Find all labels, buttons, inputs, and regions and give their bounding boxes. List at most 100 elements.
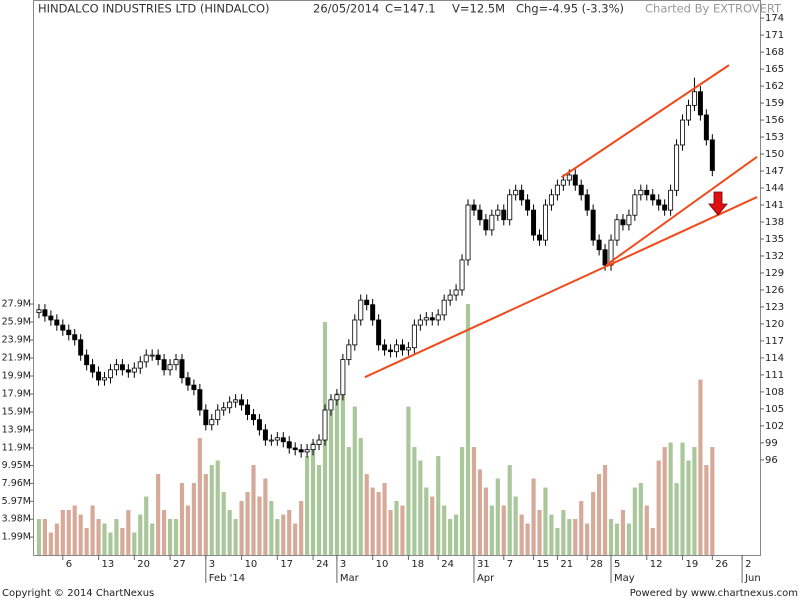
candle-body: [66, 329, 72, 336]
candle-body: [316, 439, 322, 445]
candle-body: [537, 234, 543, 241]
volume-bar: [263, 478, 268, 555]
candle-body: [686, 104, 691, 121]
volume-bar: [448, 519, 453, 555]
volume-bar: [257, 496, 262, 555]
candle-body: [96, 371, 102, 381]
candle-body: [215, 409, 221, 421]
volume-bar: [114, 519, 119, 555]
volume-bar: [585, 523, 590, 555]
candle-body: [411, 324, 417, 349]
y-tick-label: 135: [765, 234, 784, 245]
candle-body: [388, 349, 394, 353]
volume-bar: [710, 447, 715, 555]
volume-bar: [156, 474, 161, 555]
y-tick-label: 108: [765, 387, 784, 398]
volume-bar: [620, 510, 626, 555]
candle-body: [489, 214, 495, 231]
candle-body: [227, 401, 233, 409]
candle-body: [691, 91, 697, 106]
y-tick-label: 111: [765, 370, 784, 381]
candle-body: [262, 429, 268, 441]
month-label: Apr: [477, 573, 495, 584]
candle-body: [113, 364, 119, 371]
y-tick-label: 126: [765, 285, 784, 296]
volume-bar: [60, 510, 65, 555]
month-label: Mar: [340, 573, 360, 584]
candle-body: [209, 419, 215, 426]
volume-tick-label: 3.98M: [2, 514, 31, 525]
chart-title: HINDALCO INDUSTRIES LTD (HINDALCO): [38, 2, 269, 16]
volume-bar: [370, 487, 375, 555]
candle-body: [304, 449, 310, 453]
candle-body: [131, 367, 137, 373]
volume-bar: [388, 510, 393, 555]
candle-body: [560, 179, 566, 186]
volume-bar: [299, 501, 304, 555]
y-tick-label: 147: [765, 166, 784, 177]
volume-bar: [102, 523, 107, 555]
volume-bar: [352, 406, 357, 555]
y-tick-label: 168: [765, 47, 784, 58]
candle-body: [292, 447, 298, 451]
volume-bar: [179, 483, 185, 555]
x-tick-label: 24: [316, 559, 329, 570]
candle-body: [233, 399, 239, 403]
volume-bar: [573, 519, 578, 555]
x-tick-label: 6: [66, 559, 72, 570]
y-tick-label: 141: [765, 200, 784, 211]
volume-bar: [477, 469, 483, 555]
y-tick-label: 96: [765, 455, 778, 466]
volume-tick-label: 7.96M: [2, 478, 31, 489]
volume-bar: [96, 519, 101, 555]
volume-bar: [626, 523, 631, 555]
candle-body: [78, 339, 84, 356]
candle-body: [417, 319, 423, 326]
candle-body: [519, 189, 525, 201]
candle-body: [352, 319, 358, 346]
volume-bar: [334, 393, 339, 555]
candle-body: [656, 199, 662, 206]
volume-bar: [209, 465, 214, 555]
volume-bar: [567, 519, 572, 555]
y-tick-label: 144: [765, 183, 784, 194]
x-tick-label: 15: [537, 559, 550, 570]
volume-bar: [561, 510, 566, 555]
candle-body: [250, 414, 256, 421]
volume-tick-label: 21.9M: [2, 353, 31, 364]
volume-bar: [66, 510, 71, 555]
price-layer: [36, 64, 758, 458]
candle-body: [102, 377, 107, 381]
candle-body: [465, 204, 471, 261]
candle-body: [626, 214, 632, 226]
candle-body: [590, 209, 596, 241]
trend-line: [364, 196, 758, 379]
volume-bar: [144, 496, 149, 555]
candle-body: [84, 354, 90, 366]
volume-bar: [48, 532, 53, 555]
volume-tick-label: 27.9M: [2, 299, 31, 310]
close-text: C=147.1: [385, 2, 436, 16]
candle-body: [668, 189, 674, 211]
volume-bar: [358, 438, 363, 555]
volume-bar: [662, 447, 667, 555]
candle-body: [674, 144, 680, 191]
volume-bar: [108, 532, 113, 555]
x-tick-label: 13: [102, 559, 115, 570]
volume-bar: [597, 474, 602, 555]
volume-bar: [120, 528, 125, 555]
volume-bar: [245, 492, 250, 555]
candle-body: [566, 174, 572, 181]
credit: Charted By EXTROVERT: [645, 2, 782, 16]
volume-tick-label: 1.99M: [2, 532, 31, 543]
volume-bar: [555, 528, 560, 555]
candle-body: [620, 219, 626, 226]
volume-bar: [162, 510, 167, 555]
volume-bar: [501, 505, 506, 555]
x-tick-label: 7: [507, 559, 513, 570]
candle-body: [644, 189, 650, 196]
candle-body: [173, 359, 179, 366]
volume-tick-label: 11.9M: [2, 442, 31, 453]
volume-bar: [191, 483, 196, 555]
y-tick-label: 159: [765, 98, 784, 109]
